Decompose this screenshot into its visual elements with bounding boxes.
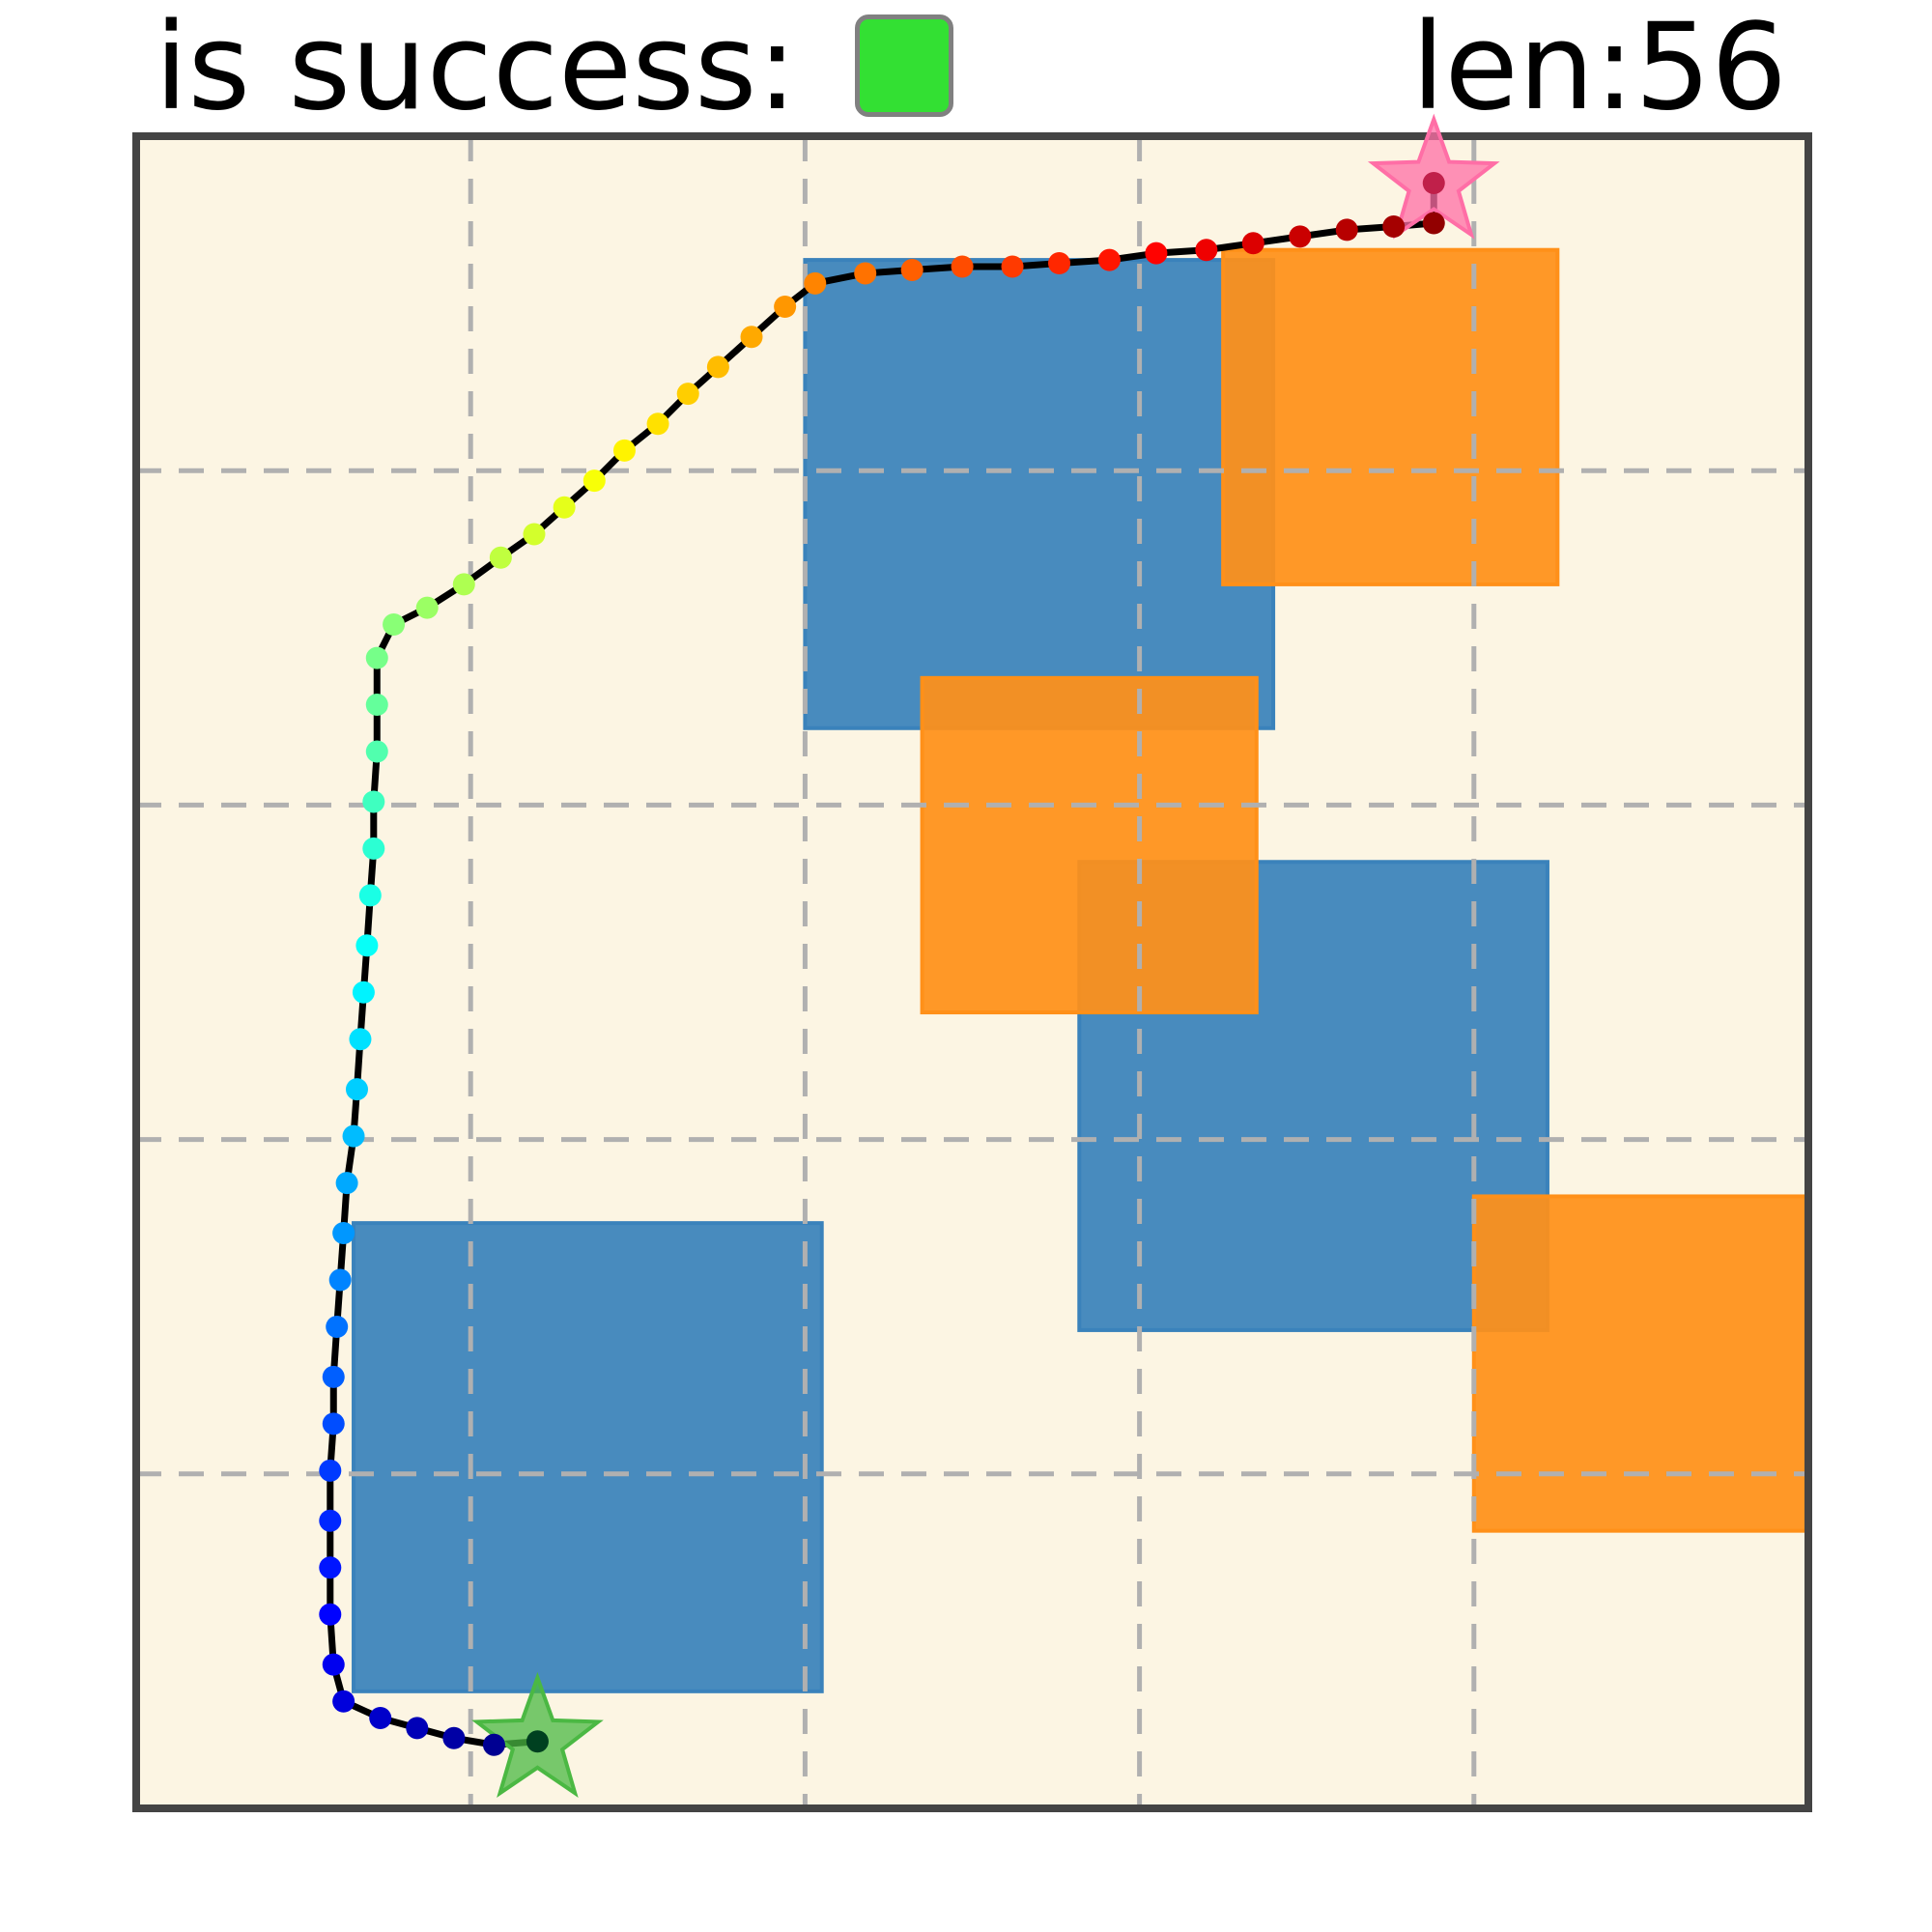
trajectory-point [415, 596, 439, 619]
trajectory-point [676, 383, 699, 406]
trajectory-point [322, 1365, 345, 1388]
trajectory-point [358, 884, 382, 907]
trajectory-point [740, 326, 763, 349]
trajectory-point [582, 469, 606, 493]
trajectory-point [774, 296, 797, 319]
trajectory-point [345, 1078, 368, 1101]
trajectory-point [1422, 212, 1445, 235]
trajectory-point [526, 1730, 549, 1753]
trajectory-point [383, 612, 406, 636]
trajectory-point [326, 1315, 349, 1338]
trajectory-point [365, 740, 388, 763]
obstacle-4 [920, 675, 1259, 1015]
trajectory-point [319, 1459, 342, 1482]
trajectory-point [482, 1733, 505, 1756]
trajectory-point [349, 1028, 372, 1051]
trajectory-point [328, 1268, 352, 1292]
trajectory-point [322, 1653, 345, 1676]
trajectory-point [362, 837, 385, 860]
trajectory-point [854, 262, 877, 285]
trajectory-point [1335, 218, 1358, 242]
trajectory-point [335, 1172, 358, 1195]
trajectory-point [612, 439, 636, 462]
trajectory-point [1195, 239, 1218, 262]
trajectory-point [365, 694, 388, 717]
success-label: is success: [155, 0, 798, 137]
trajectory-point [406, 1717, 429, 1740]
trajectory-point [553, 496, 576, 519]
trajectory-point [442, 1726, 466, 1749]
trajectory-point [1382, 214, 1406, 238]
obstacle-0 [803, 258, 1276, 730]
trajectory-point [342, 1124, 365, 1148]
obstacle-5 [1471, 1194, 1808, 1533]
trajectory-point [362, 790, 385, 813]
trajectory-point [332, 1690, 355, 1713]
trajectory-point [900, 258, 923, 281]
trajectory-point [1145, 242, 1168, 265]
obstacle-2 [352, 1221, 824, 1693]
trajectory-point [319, 1509, 342, 1532]
length-label: len:56 [1411, 0, 1787, 137]
trajectory-point [804, 271, 827, 295]
trajectory-point [319, 1556, 342, 1579]
trajectory-point [1289, 225, 1312, 248]
trajectory-point [355, 934, 379, 957]
trajectory-point [1048, 252, 1071, 275]
trajectory-point [1422, 171, 1445, 194]
trajectory-point [322, 1412, 345, 1435]
trajectory-point [332, 1222, 355, 1245]
trajectory-point [951, 255, 974, 278]
obstacle-3 [1221, 247, 1560, 586]
trajectory-point [352, 980, 375, 1004]
trajectory-point [319, 1603, 342, 1626]
trajectory-point [1241, 232, 1264, 255]
success-indicator [855, 14, 953, 117]
trajectory-point [1001, 255, 1024, 278]
plot-frame [132, 132, 1812, 1812]
trajectory-point [369, 1707, 392, 1730]
trajectory-point [452, 573, 475, 596]
trajectory-point [523, 523, 546, 546]
trajectory-point [1097, 248, 1121, 271]
trajectory-point [489, 546, 512, 569]
trajectory-point [706, 355, 729, 379]
trajectory-point [365, 646, 388, 669]
trajectory-point [646, 412, 669, 436]
